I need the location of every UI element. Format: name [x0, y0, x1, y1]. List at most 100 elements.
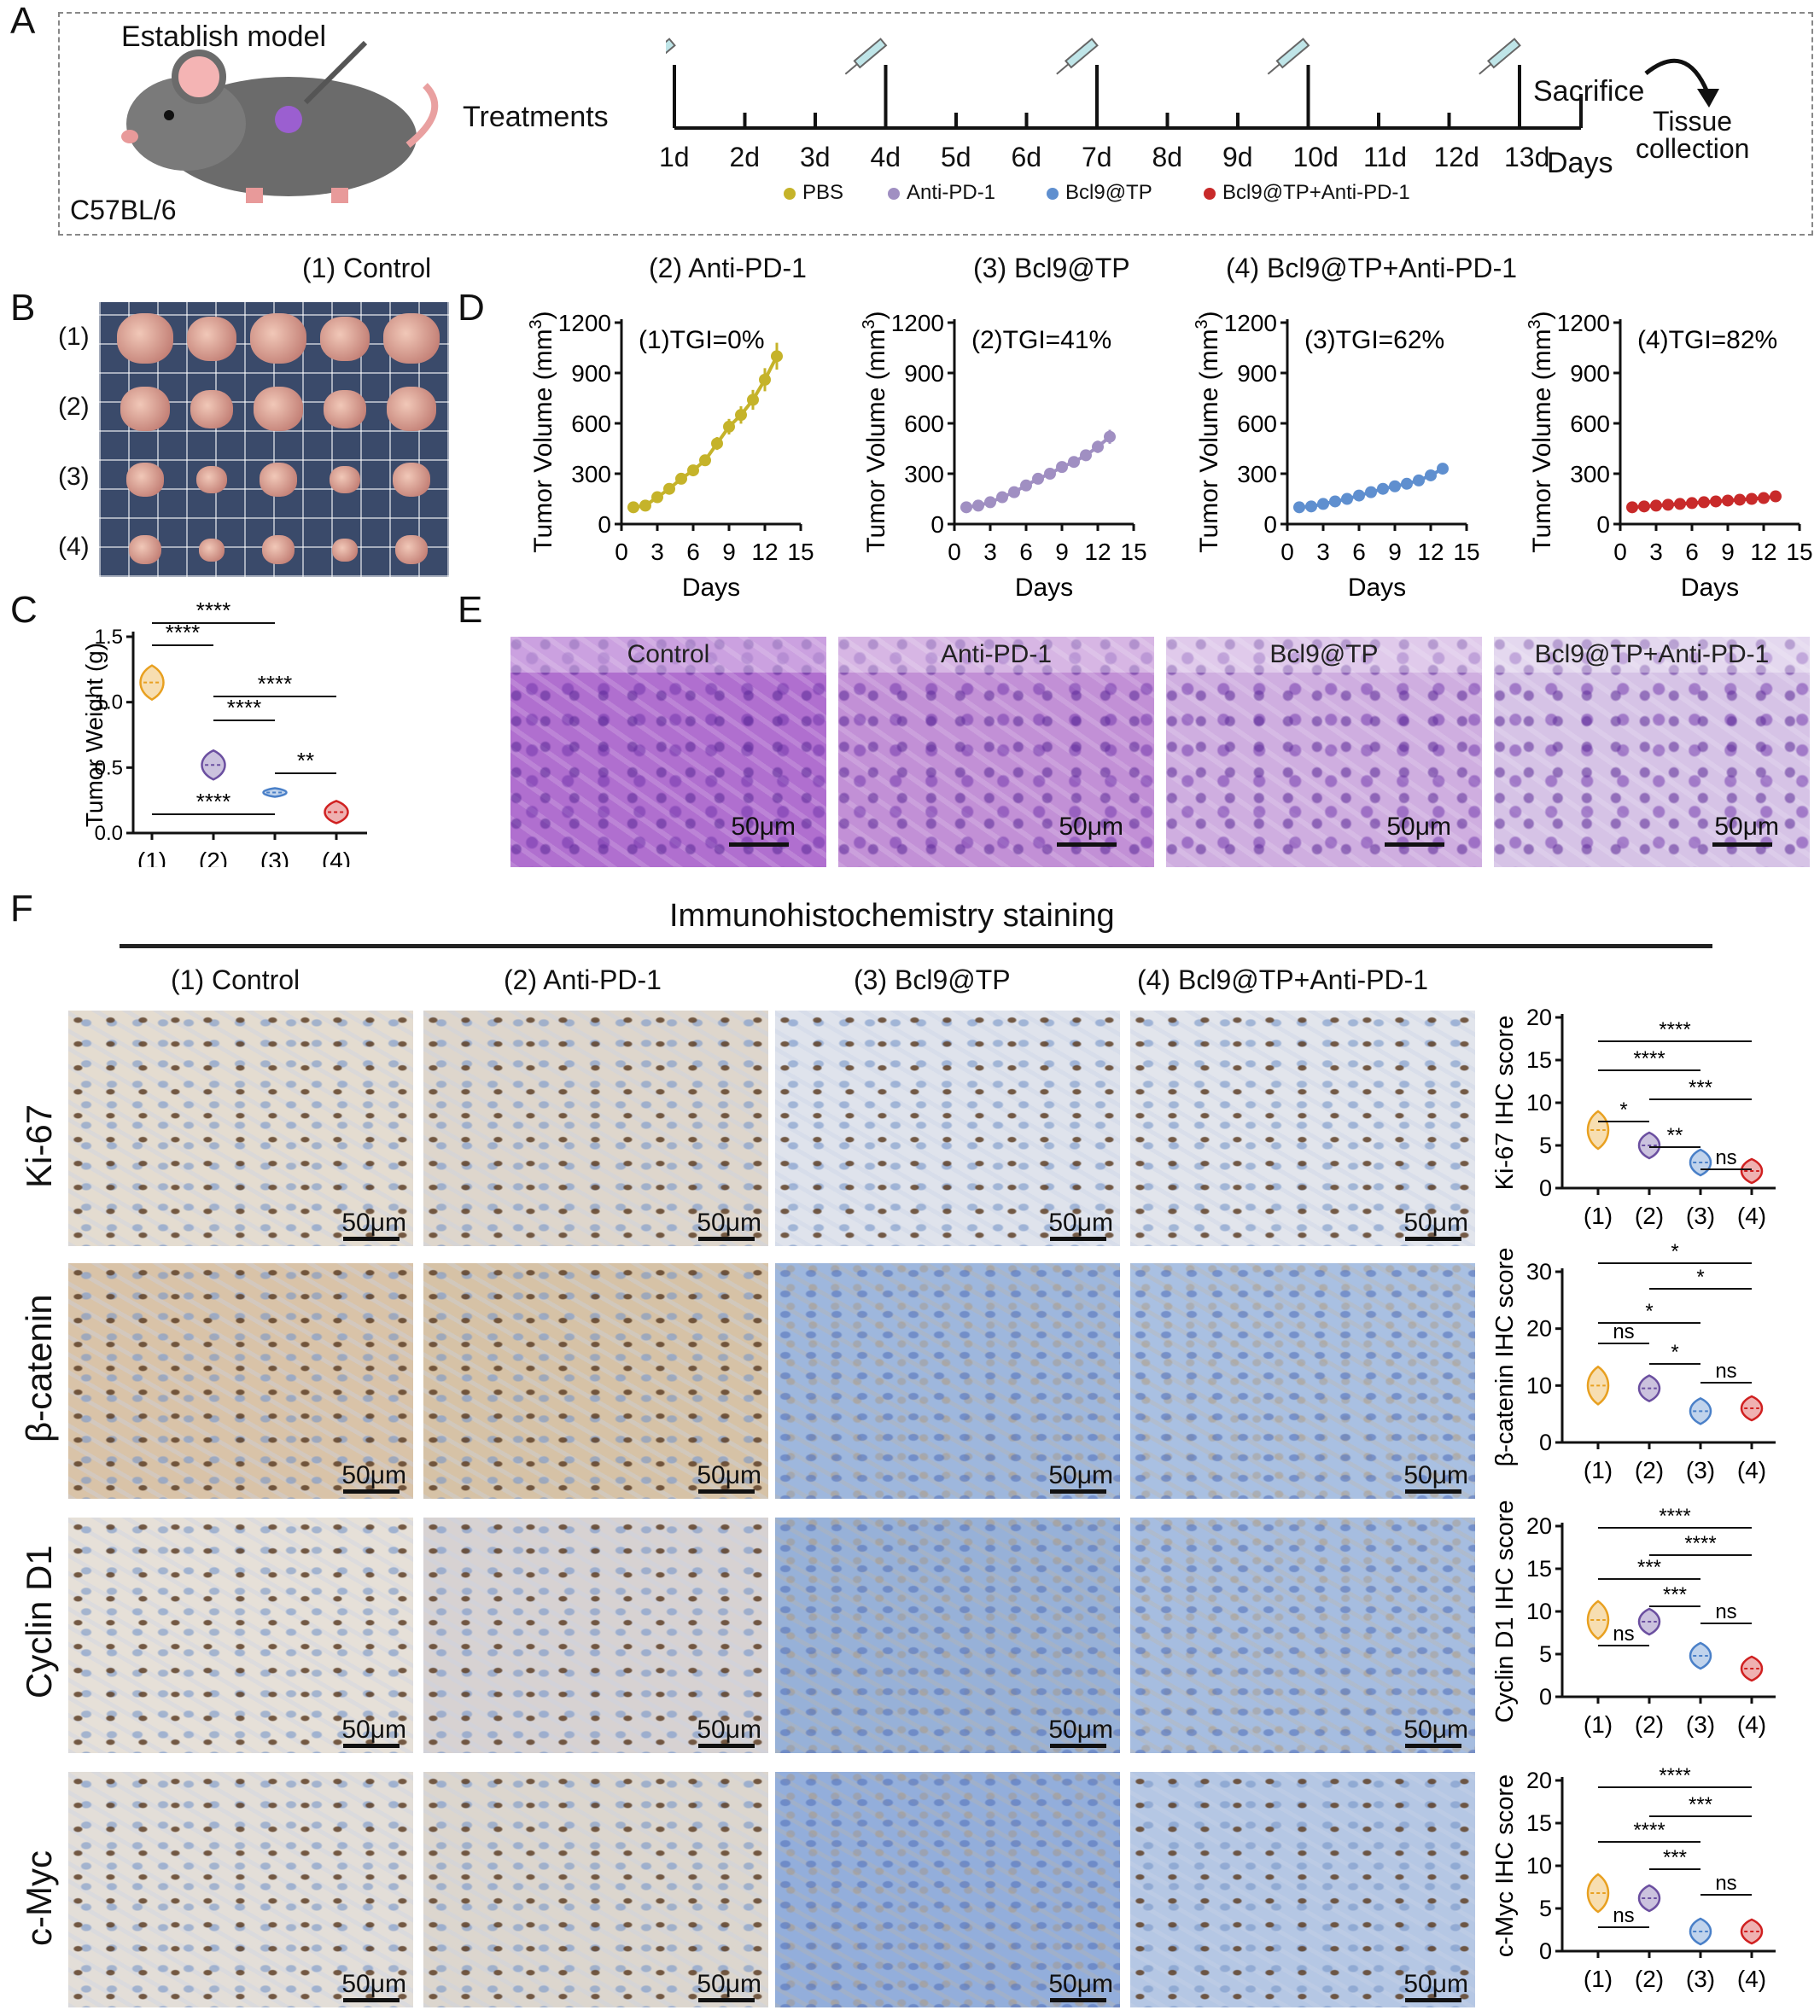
f-sig-label: **** [1659, 1764, 1690, 1787]
ihc-row-label: β-catenin [19, 1294, 59, 1442]
d-point [1092, 440, 1104, 453]
establish-label: Establish model [121, 20, 327, 53]
he-label: Control [510, 637, 826, 673]
syringe-icon [666, 38, 676, 69]
f-xtick-label: (1) [1584, 1966, 1613, 1992]
ihc-scale-label: 50μm [697, 1461, 761, 1489]
d-xtick-label: 3 [650, 539, 664, 565]
d-point [1401, 477, 1413, 490]
ihc-image: 50μm [775, 1772, 1120, 2007]
ihc-column-title: (3) Bcl9@TP [854, 964, 1011, 995]
f-ytick-label: 20 [1526, 1768, 1552, 1793]
c-xtick-label: (3) [260, 848, 289, 867]
d-ytick-label: 300 [1237, 461, 1277, 487]
f-ytick-label: 10 [1526, 1599, 1552, 1624]
d-xtick-label: 0 [948, 539, 961, 565]
ihc-scale-label: 50μm [1048, 1461, 1113, 1489]
d-xtick-label: 12 [1084, 539, 1111, 565]
tumor-row-label: (4) [58, 533, 90, 561]
d-point [1008, 486, 1020, 498]
f-xtick-label: (4) [1737, 1966, 1766, 1992]
he-scale-label: 50μm [1386, 813, 1451, 841]
he-scale-bar [1057, 842, 1117, 847]
timeline-day-label: 10d [1292, 142, 1339, 172]
ihc-image: 50μm [423, 1772, 768, 2007]
tumor-sample [117, 313, 173, 364]
f-ytick-label: 0 [1539, 1938, 1552, 1964]
ihc-image: 50μm [68, 1518, 413, 1753]
d-ytick-label: 900 [904, 360, 944, 387]
d-point [1329, 495, 1341, 508]
timeline-day-label: 1d [659, 142, 690, 172]
d-point [663, 482, 675, 495]
tissue-label-2: collection [1636, 133, 1750, 164]
f-sig-label: *** [1689, 1076, 1712, 1099]
f-sig-label: ns [1613, 1904, 1634, 1927]
f-ytick-label: 15 [1526, 1047, 1552, 1073]
c-ytick-label: 1.5 [95, 626, 123, 649]
ihc-scale-bar [1405, 1237, 1461, 1241]
d-series-line [633, 355, 779, 510]
ihc-image: 50μm [1130, 1011, 1475, 1246]
d-point [1317, 498, 1329, 510]
ihc-scale-label: 50μm [1403, 1461, 1468, 1489]
d-tgi-label: (4)TGI=82% [1637, 326, 1777, 354]
f-sig-label: ns [1715, 1600, 1736, 1623]
he-label: Bcl9@TP+Anti-PD-1 [1494, 637, 1810, 673]
d-point [735, 409, 747, 422]
d-xtick-label: 9 [1388, 539, 1402, 565]
tumor-sample [250, 313, 306, 364]
d-ylabel-close: ) [529, 311, 557, 319]
d-point [1080, 449, 1092, 462]
d-xtick-label: 15 [1453, 539, 1479, 565]
d-ytick-label: 1200 [891, 310, 944, 336]
ihc-scale-label: 50μm [1048, 1970, 1113, 1998]
f-ytick-label: 0 [1539, 1684, 1552, 1710]
f-xtick-label: (4) [1737, 1457, 1766, 1483]
f-xtick-label: (1) [1584, 1203, 1613, 1229]
d-point [675, 472, 687, 485]
timeline-day-label: 8d [1152, 142, 1183, 172]
tumor-sample [395, 535, 428, 565]
tumor-sample [190, 390, 233, 428]
d-point [1032, 472, 1044, 485]
d-ylabel-sup: 3 [1193, 319, 1211, 329]
d-xtick-label: 15 [787, 539, 814, 565]
d-ytick-label: 900 [1570, 360, 1610, 387]
he-image: Control 50μm [510, 637, 826, 867]
ihc-scale-label: 50μm [341, 1970, 406, 1998]
ihc-scale-label: 50μm [697, 1209, 761, 1237]
f-sig-label: **** [1633, 1819, 1665, 1842]
c-ytick-label: 0.0 [95, 822, 123, 845]
d-point [984, 496, 996, 509]
ihc-image: 50μm [423, 1518, 768, 1753]
group-title-3: (3) Bcl9@TP [973, 253, 1130, 283]
d-xtick-label: 3 [983, 539, 997, 565]
d-point [1353, 489, 1365, 502]
tissue-label-1: Tissue [1653, 106, 1733, 137]
f-xtick-label: (1) [1584, 1457, 1613, 1483]
days-label: Days [1547, 147, 1613, 179]
syringe-icon [1056, 38, 1099, 75]
he-scale-bar [729, 842, 789, 847]
legend-label: PBS [802, 181, 844, 204]
ihc-scale-bar [1405, 1744, 1461, 1748]
f-sig-label: **** [1684, 1532, 1716, 1555]
d-point [1746, 492, 1758, 505]
c-ylabel: Tumor Weight (g) [81, 643, 108, 827]
d-xtick-label: 15 [1786, 539, 1812, 565]
f-ylabel: β-catenin IHC score [1491, 1248, 1519, 1467]
tumor-sample [260, 463, 297, 497]
group-title-1: (1) Control [302, 253, 432, 283]
syringe-icon [1267, 38, 1310, 75]
d-point [1770, 490, 1782, 503]
d-point [960, 501, 972, 514]
d-point [1104, 430, 1116, 443]
d-point [1425, 469, 1437, 481]
f-xtick-label: (3) [1686, 1711, 1715, 1738]
timeline-day-label: 5d [941, 142, 971, 172]
ihc-scale-label: 50μm [697, 1716, 761, 1744]
tumor-sample [330, 466, 360, 494]
